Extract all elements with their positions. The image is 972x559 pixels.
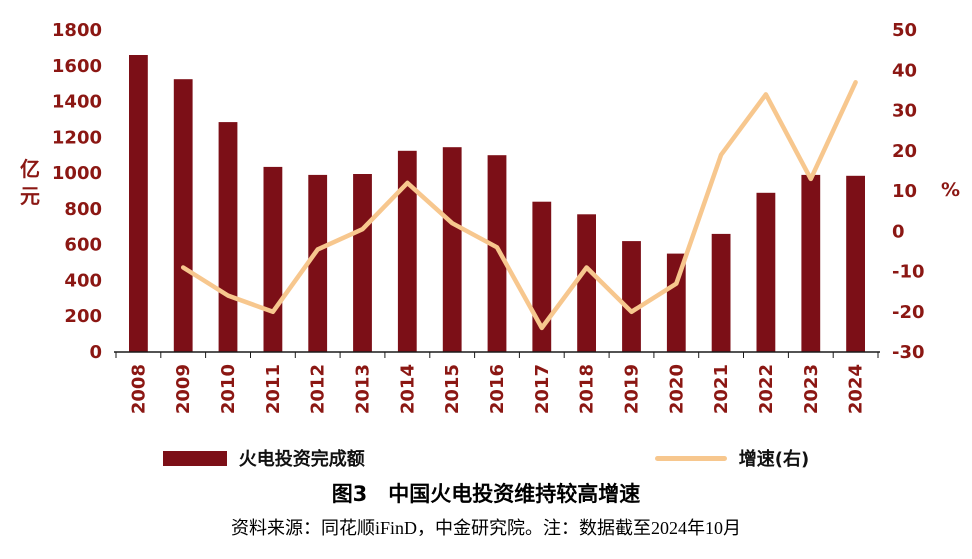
left-axis-tick-label: 1000: [52, 163, 102, 184]
left-axis-unit-label: 元: [20, 184, 40, 208]
legend-label-bars: 火电投资完成额: [238, 449, 365, 470]
x-axis-year-label: 2016: [487, 364, 508, 414]
bar-2017: [532, 201, 552, 352]
right-axis-tick-label: 40: [892, 60, 917, 81]
legend-item-bars: 火电投资完成额: [162, 445, 365, 471]
right-axis-tick-label: -10: [892, 262, 925, 283]
left-axis-tick-label: 400: [64, 270, 102, 291]
left-axis-tick-label: 0: [89, 342, 102, 363]
x-axis-year-label: 2024: [846, 364, 867, 414]
bar-2010: [218, 122, 238, 352]
bar-2011: [263, 166, 283, 352]
left-axis-tick-label: 800: [64, 199, 102, 220]
x-axis-year-label: 2021: [711, 364, 732, 414]
source-note: 资料来源：同花顺iFinD，中金研究院。注：数据截至2024年10月: [230, 518, 741, 538]
bar-2022: [756, 192, 776, 352]
right-axis-tick-label: 0: [892, 221, 905, 242]
chart-canvas: 020040060080010001200140016001800-30-20-…: [20, 20, 960, 414]
bar-2020: [666, 253, 686, 352]
right-axis-tick-label: -30: [892, 342, 925, 363]
x-axis-year-label: 2013: [353, 364, 374, 414]
x-axis-year-label: 2014: [397, 364, 418, 414]
bar-2023: [801, 174, 821, 352]
chart-title: 图3 中国火电投资维持较高增速: [331, 482, 641, 506]
line-series-swatch: [654, 455, 727, 461]
x-axis-year-label: 2017: [532, 364, 553, 414]
bar-2009: [173, 79, 193, 352]
left-axis-tick-label: 1200: [52, 127, 102, 148]
x-axis-year-label: 2008: [128, 364, 149, 414]
x-axis-year-label: 2012: [308, 364, 329, 414]
legend-item-line: 增速(右): [654, 445, 810, 471]
x-axis-year-label: 2019: [622, 364, 643, 414]
left-axis-tick-label: 1800: [52, 20, 102, 41]
x-axis-year-label: 2010: [218, 364, 239, 414]
bar-2014: [397, 150, 417, 353]
left-axis-tick-label: 200: [64, 306, 102, 327]
bar-2024: [846, 175, 865, 352]
chart-legend: 火电投资完成额 增速(右): [0, 442, 972, 474]
left-axis-tick-label: 1600: [52, 56, 102, 77]
bar-2012: [308, 174, 328, 352]
x-axis-year-label: 2022: [756, 364, 777, 414]
bar-series-swatch: [162, 450, 227, 466]
bar-2021: [711, 233, 731, 352]
x-axis-year-label: 2020: [666, 364, 687, 414]
right-axis-tick-label: 20: [892, 141, 917, 162]
left-axis-tick-label: 1400: [52, 92, 102, 113]
x-axis-year-label: 2018: [577, 364, 598, 414]
right-axis-unit-label: %: [941, 179, 960, 201]
x-axis-year-label: 2015: [442, 364, 463, 414]
bar-2015: [442, 147, 462, 352]
legend-label-line: 增速(右): [738, 449, 810, 470]
x-axis-year-label: 2011: [263, 364, 284, 414]
right-axis-tick-label: -20: [892, 302, 925, 323]
bar-2019: [622, 241, 641, 352]
bar-2008: [129, 55, 148, 352]
bar-2013: [353, 174, 372, 352]
x-axis-year-label: 2023: [801, 364, 822, 414]
right-axis-tick-label: 50: [892, 20, 917, 41]
x-axis-year-label: 2009: [173, 364, 194, 414]
growth-rate-line: [180, 80, 858, 331]
bar-2016: [487, 155, 507, 352]
right-axis-tick-label: 30: [892, 101, 917, 122]
left-axis-tick-label: 600: [64, 235, 102, 256]
bar-2018: [577, 214, 596, 352]
right-axis-tick-label: 10: [892, 181, 917, 202]
left-axis-unit-label: 亿: [20, 157, 40, 181]
